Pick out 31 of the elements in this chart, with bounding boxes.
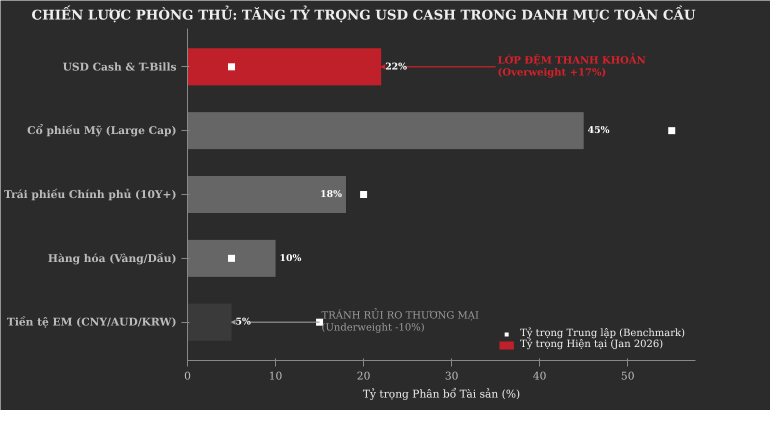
legend-label: Tỷ trọng Hiện tại (Jan 2026) <box>520 339 664 350</box>
x-tick-label: 30 <box>444 370 459 382</box>
x-tick-label: 0 <box>184 370 192 382</box>
x-axis-title: Tỷ trọng Phân bổ Tài sản (%) <box>362 388 520 400</box>
data-label: 22% <box>385 61 408 72</box>
x-tick-label: 40 <box>532 370 547 382</box>
data-label: 45% <box>588 125 610 136</box>
y-tick-label: Cổ phiếu Mỹ (Large Cap) <box>27 124 177 138</box>
point <box>360 191 368 198</box>
x-tick-label: 50 <box>620 370 635 382</box>
bar <box>188 304 232 341</box>
x-tick-label: 10 <box>268 370 283 382</box>
bar <box>188 176 346 214</box>
point <box>668 127 676 134</box>
point <box>228 63 236 70</box>
bar <box>188 48 382 86</box>
y-tick-label: USD Cash & T-Bills <box>62 60 177 74</box>
chart-title: CHIẾN LƯỢC PHÒNG THỦ: TĂNG TỶ TRỌNG USD CASH TRONG DANH MỤC TOÀN CẦU <box>31 4 696 24</box>
bar <box>188 112 584 150</box>
data-label: 10% <box>280 252 302 264</box>
data-label: 5% <box>236 316 252 328</box>
annotation: TRÁNH RỦI RO THƯƠNG MẠI (Underweight -10%) <box>322 308 480 334</box>
x-tick-label: 20 <box>356 370 371 382</box>
y-tick-label: Hàng hóa (Vàng/Dầu) <box>48 252 177 265</box>
legend-label: Tỷ trọng Trung lập (Benchmark) <box>520 328 685 339</box>
y-tick-label: Tiền tệ EM (CNY/AUD/KRW) <box>6 316 177 329</box>
data-label: 18% <box>320 189 342 200</box>
point <box>228 254 236 262</box>
y-tick-label: Trái phiếu Chính phủ (10Y+) <box>4 188 177 201</box>
bar <box>188 240 276 277</box>
annotation: LỚP ĐỆM THANH KHOẢN (Overweight +17%) <box>498 52 646 78</box>
